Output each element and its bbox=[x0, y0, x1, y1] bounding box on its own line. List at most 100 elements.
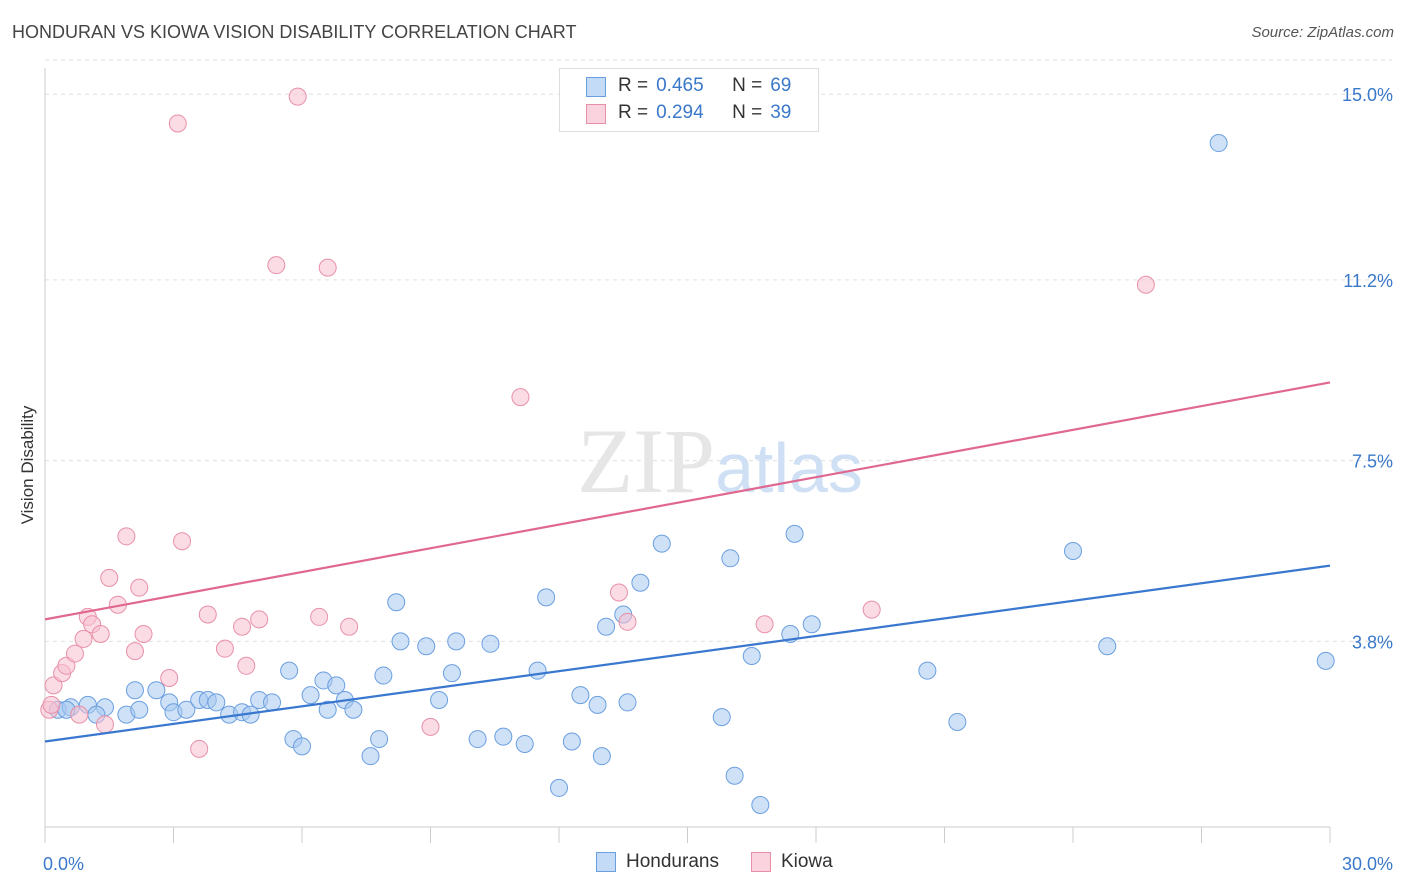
point-kiowa bbox=[609, 583, 628, 602]
point-hondurans bbox=[481, 634, 500, 653]
point-kiowa bbox=[755, 615, 774, 634]
y-tick-label: 3.8% bbox=[1352, 632, 1393, 652]
point-hondurans bbox=[537, 588, 556, 607]
point-hondurans bbox=[442, 664, 461, 683]
series-legend: Hondurans Kiowa bbox=[596, 851, 833, 873]
point-kiowa bbox=[1136, 275, 1155, 294]
point-kiowa bbox=[237, 656, 256, 675]
point-hondurans bbox=[125, 681, 144, 700]
legend-n-label: N = bbox=[732, 102, 763, 123]
point-kiowa bbox=[511, 388, 530, 407]
legend-r-label: R = bbox=[618, 102, 649, 123]
point-hondurans bbox=[751, 796, 770, 815]
y-tick-label: 7.5% bbox=[1352, 452, 1393, 472]
legend-swatch-hondurans-bottom bbox=[596, 852, 616, 872]
point-hondurans bbox=[618, 693, 637, 712]
legend-swatch-kiowa-bottom bbox=[750, 852, 771, 872]
point-hondurans bbox=[802, 615, 821, 634]
trend-lines bbox=[44, 381, 1331, 743]
legend-r-value-hondurans: 0.465 bbox=[656, 75, 704, 96]
point-kiowa bbox=[310, 607, 329, 626]
point-kiowa bbox=[91, 625, 110, 644]
point-hondurans bbox=[597, 617, 616, 636]
point-kiowa bbox=[318, 258, 337, 277]
grid-lines bbox=[45, 59, 1392, 642]
point-hondurans bbox=[515, 734, 534, 753]
point-hondurans bbox=[318, 700, 337, 719]
x-tick-label: 30.0% bbox=[1342, 854, 1393, 874]
point-kiowa bbox=[65, 644, 84, 663]
point-kiowa bbox=[57, 656, 76, 675]
point-kiowa bbox=[215, 639, 234, 658]
data-points bbox=[40, 87, 1335, 815]
watermark-zip: ZIP bbox=[577, 410, 715, 512]
point-hondurans bbox=[327, 676, 346, 695]
stats-legend: R = 0.465 N = 69 R = 0.294 N = 39 bbox=[559, 68, 819, 132]
point-hondurans bbox=[725, 766, 744, 785]
trend-line-kiowa bbox=[44, 381, 1331, 621]
point-kiowa bbox=[340, 617, 359, 636]
point-hondurans bbox=[785, 524, 804, 543]
point-kiowa bbox=[125, 642, 144, 661]
point-hondurans bbox=[528, 661, 547, 680]
source-label: Source: ZipAtlas.com bbox=[1251, 24, 1394, 41]
point-kiowa bbox=[117, 527, 136, 546]
point-hondurans bbox=[417, 637, 436, 656]
point-kiowa bbox=[160, 668, 179, 687]
point-hondurans bbox=[742, 647, 761, 666]
point-hondurans bbox=[280, 661, 299, 680]
point-kiowa bbox=[134, 625, 153, 644]
point-kiowa bbox=[42, 695, 61, 714]
point-hondurans bbox=[387, 593, 406, 612]
point-kiowa bbox=[70, 705, 89, 724]
legend-n-label: N = bbox=[732, 75, 763, 96]
point-kiowa bbox=[44, 676, 63, 695]
legend-row-hondurans: R = 0.465 N = 69 bbox=[586, 73, 792, 99]
point-hondurans bbox=[344, 700, 363, 719]
point-hondurans bbox=[468, 730, 487, 749]
point-hondurans bbox=[588, 695, 607, 714]
legend-n-value-hondurans: 69 bbox=[770, 75, 792, 96]
point-hondurans bbox=[1064, 541, 1082, 560]
point-kiowa bbox=[95, 715, 114, 734]
point-hondurans bbox=[147, 681, 166, 700]
y-tick-label: 15.0% bbox=[1342, 85, 1393, 105]
point-hondurans bbox=[494, 727, 513, 746]
legend-label-hondurans: Hondurans bbox=[626, 851, 719, 872]
y-tick-label: 11.2% bbox=[1343, 271, 1393, 291]
legend-row-kiowa: R = 0.294 N = 39 bbox=[586, 100, 791, 126]
point-kiowa bbox=[130, 578, 149, 597]
chart-title: HONDURAN VS KIOWA VISION DISABILITY CORR… bbox=[12, 22, 577, 42]
point-hondurans bbox=[631, 573, 650, 592]
point-hondurans bbox=[712, 708, 731, 727]
point-hondurans bbox=[293, 737, 311, 756]
point-hondurans bbox=[571, 686, 590, 705]
watermark-atlas: atlas bbox=[715, 429, 863, 507]
point-hondurans bbox=[1098, 637, 1117, 656]
point-hondurans bbox=[1316, 651, 1335, 670]
point-hondurans bbox=[374, 666, 393, 685]
point-hondurans bbox=[592, 747, 611, 766]
point-kiowa bbox=[288, 87, 307, 106]
point-hondurans bbox=[721, 549, 740, 568]
point-hondurans bbox=[361, 747, 380, 766]
legend-swatch-hondurans bbox=[586, 77, 606, 97]
point-hondurans bbox=[301, 686, 320, 705]
x-tick-label: 0.0% bbox=[43, 854, 84, 874]
trend-line-hondurans bbox=[44, 564, 1331, 743]
point-kiowa bbox=[421, 717, 440, 736]
tick-labels: 3.8% 7.5% 11.2% 15.0% 0.0% 30.0% bbox=[43, 85, 1393, 874]
point-hondurans bbox=[1209, 134, 1228, 153]
point-kiowa bbox=[233, 617, 252, 636]
legend-r-value-kiowa: 0.294 bbox=[656, 102, 704, 123]
point-hondurans bbox=[918, 661, 937, 680]
point-kiowa bbox=[74, 629, 93, 648]
point-hondurans bbox=[447, 632, 466, 651]
point-kiowa bbox=[168, 114, 187, 133]
point-hondurans bbox=[391, 632, 410, 651]
point-kiowa bbox=[190, 739, 209, 758]
point-hondurans bbox=[948, 712, 967, 731]
watermark: ZIPatlas bbox=[577, 410, 863, 512]
point-kiowa bbox=[250, 610, 269, 629]
